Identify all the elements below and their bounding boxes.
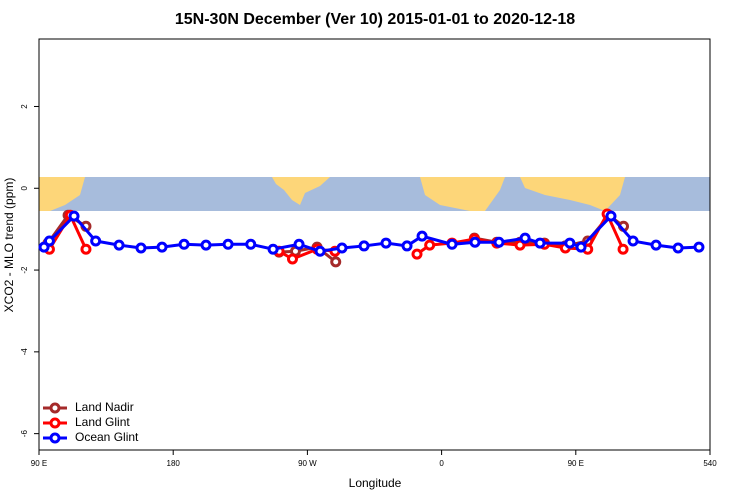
y-tick-label: -4 bbox=[20, 348, 29, 356]
point bbox=[90, 235, 102, 247]
point bbox=[519, 232, 531, 244]
y-axis-label: XCO2 - MLO trend (ppm) bbox=[2, 178, 16, 313]
point bbox=[446, 238, 458, 250]
x-tick-label: 90 E bbox=[568, 459, 584, 468]
point bbox=[330, 256, 342, 268]
chart-title: 15N-30N December (Ver 10) 2015-01-01 to … bbox=[175, 11, 575, 28]
point bbox=[178, 238, 190, 250]
point bbox=[200, 239, 212, 251]
point bbox=[113, 239, 125, 251]
point bbox=[293, 238, 305, 250]
point bbox=[156, 241, 168, 253]
point bbox=[135, 242, 147, 254]
y-tick-label: 0 bbox=[20, 185, 29, 190]
point bbox=[416, 230, 428, 242]
legend-marker bbox=[49, 432, 61, 444]
point bbox=[80, 243, 92, 255]
legend-marker bbox=[49, 402, 61, 414]
point bbox=[411, 248, 423, 260]
x-tick-label: 540 bbox=[703, 459, 717, 468]
x-tick-label: 90 E bbox=[31, 459, 47, 468]
x-tick-label: 180 bbox=[167, 459, 181, 468]
point bbox=[245, 238, 257, 250]
point bbox=[222, 238, 234, 250]
legend-label: Land Glint bbox=[75, 415, 130, 429]
point bbox=[358, 240, 370, 252]
point bbox=[286, 253, 298, 265]
point bbox=[43, 235, 55, 247]
point bbox=[605, 210, 617, 222]
x-tick-label: 90 W bbox=[298, 459, 317, 468]
y-tick-label: -6 bbox=[20, 430, 29, 438]
y-tick-label: 2 bbox=[20, 104, 29, 109]
point bbox=[424, 239, 436, 251]
point bbox=[267, 243, 279, 255]
point bbox=[575, 241, 587, 253]
point bbox=[693, 241, 705, 253]
point bbox=[469, 236, 481, 248]
y-tick-label: -2 bbox=[20, 266, 29, 274]
point bbox=[493, 236, 505, 248]
legend-label: Ocean Glint bbox=[75, 430, 139, 444]
point bbox=[336, 242, 348, 254]
point bbox=[627, 235, 639, 247]
point bbox=[68, 210, 80, 222]
legend-label: Land Nadir bbox=[75, 400, 134, 414]
point bbox=[672, 242, 684, 254]
point bbox=[564, 237, 576, 249]
point bbox=[314, 245, 326, 257]
point bbox=[401, 240, 413, 252]
point bbox=[534, 237, 546, 249]
point bbox=[514, 239, 526, 251]
x-tick-label: 0 bbox=[439, 459, 444, 468]
plot-frame bbox=[38, 38, 711, 451]
point bbox=[617, 243, 629, 255]
map-band bbox=[39, 177, 710, 211]
legend-marker bbox=[49, 417, 61, 429]
point bbox=[380, 237, 392, 249]
x-axis-label: Longitude bbox=[349, 476, 402, 490]
point bbox=[650, 239, 662, 251]
